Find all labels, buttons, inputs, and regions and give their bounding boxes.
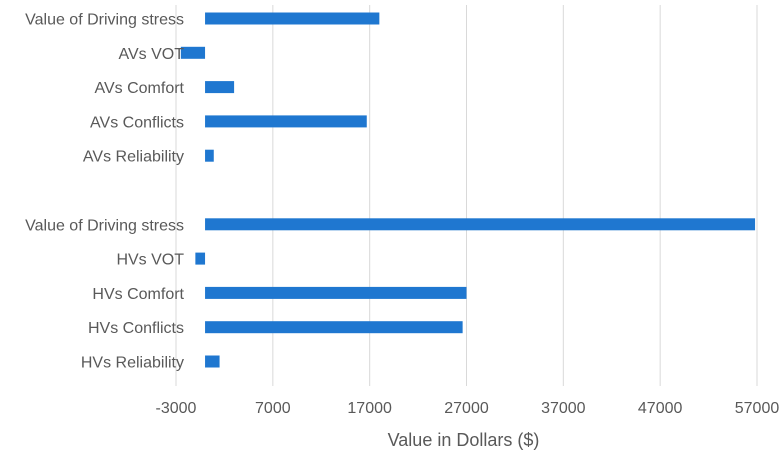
bar <box>205 218 756 231</box>
bar <box>205 12 380 25</box>
category-label: HVs VOT <box>116 252 184 269</box>
bar <box>205 149 214 162</box>
x-tick-label: 7000 <box>255 400 291 417</box>
bar <box>205 286 467 299</box>
category-label: AVs Reliability <box>83 149 184 166</box>
bar <box>180 46 206 59</box>
category-label: Value of Driving stress <box>25 217 184 234</box>
x-axis-title: Value in Dollars ($) <box>388 430 540 450</box>
x-tick-label: 37000 <box>541 400 586 417</box>
category-label: AVs VOT <box>119 46 185 63</box>
bar <box>205 321 463 334</box>
x-tick-label: 47000 <box>638 400 683 417</box>
category-label: HVs Reliability <box>81 355 184 372</box>
bars <box>180 12 756 368</box>
category-label: HVs Conflicts <box>88 320 184 337</box>
x-tick-label: 57000 <box>735 400 780 417</box>
x-tick-label: 27000 <box>444 400 489 417</box>
category-label: HVs Comfort <box>92 286 184 303</box>
category-label: Value of Driving stress <box>25 12 184 29</box>
bar <box>205 355 220 368</box>
bar <box>205 115 367 128</box>
gridlines <box>175 5 758 386</box>
bar <box>195 252 206 265</box>
category-label: AVs Conflicts <box>90 114 184 131</box>
x-tick-label: 17000 <box>347 400 392 417</box>
bar <box>205 81 235 94</box>
category-label: AVs Comfort <box>95 80 185 97</box>
category-labels: Value of Driving stress AVs VOT AVs Comfor… <box>25 12 184 372</box>
x-tick-label: -3000 <box>156 400 197 417</box>
x-tick-labels: -3000 7000 17000 27000 37000 47000 57000 <box>156 400 780 417</box>
